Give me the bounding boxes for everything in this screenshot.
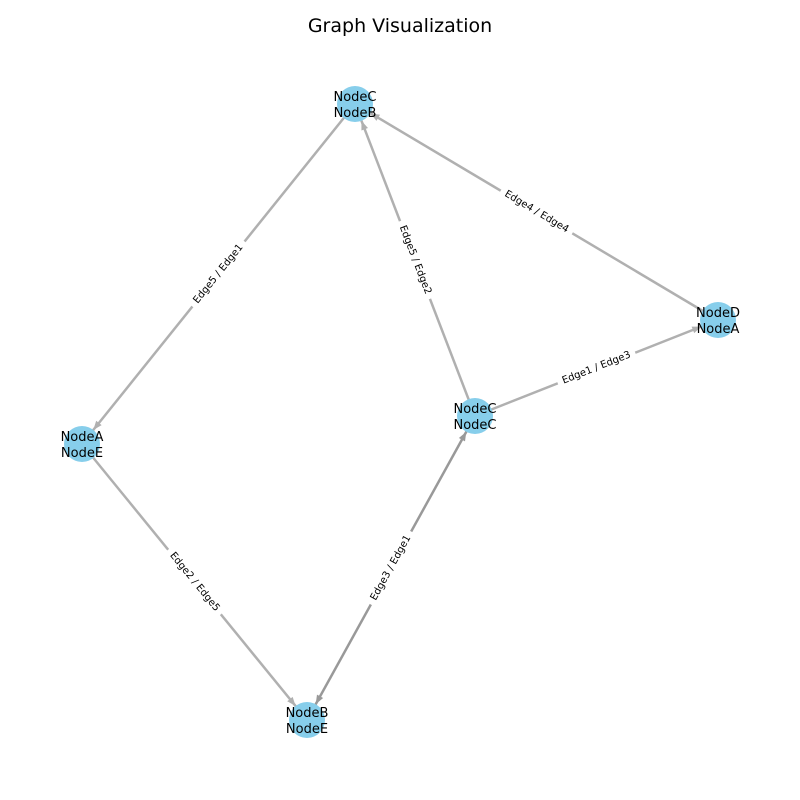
node-label: NodeC xyxy=(453,418,496,433)
edge: Edge1 / Edge3 xyxy=(474,318,719,418)
edge: Edge3 / Edge1 xyxy=(305,415,477,721)
node-label: NodeA xyxy=(61,430,104,445)
arrowhead-icon xyxy=(315,694,324,705)
node-label: NodeD xyxy=(696,306,740,321)
arrowhead-icon xyxy=(287,696,296,707)
node-circle xyxy=(337,86,373,122)
edge: Edge5 / Edge2 xyxy=(353,103,477,417)
nodes-layer: NodeCNodeBNodeDNodeANodeCNodeCNodeANodeE… xyxy=(61,86,740,738)
edges-layer: Edge5 / Edge1 Edge5 / Edge2 Edge4 / Edge4 E… xyxy=(81,102,719,721)
arrowhead-icon xyxy=(370,113,380,121)
node-label: NodeC xyxy=(333,90,376,105)
node-label: NodeA xyxy=(697,322,740,337)
arrowhead-icon xyxy=(361,120,368,131)
edge-label: Edge1 / Edge3 xyxy=(555,346,638,390)
edge-label: Edge4 / Edge4 xyxy=(497,184,576,240)
arrowhead-icon xyxy=(93,420,102,430)
edge-label-text: Edge5 / Edge2 xyxy=(397,224,433,296)
node-circle xyxy=(457,398,493,434)
edge-label-text: Edge4 / Edge4 xyxy=(502,189,570,236)
edge-label: Edge2 / Edge5 xyxy=(162,545,227,619)
node-circle xyxy=(289,702,325,738)
node-label: NodeC xyxy=(453,402,496,417)
edge: Edge5 / Edge1 xyxy=(81,103,356,445)
node-label: NodeE xyxy=(61,446,103,461)
edge: Edge2 / Edge5 xyxy=(81,443,308,721)
node-label: NodeE xyxy=(286,722,328,737)
graph-title: Graph Visualization xyxy=(308,15,492,37)
node-circle xyxy=(700,302,736,338)
node-circle xyxy=(64,426,100,462)
edge-label-text: Edge5 / Edge1 xyxy=(191,242,245,306)
edge-label: Edge5 / Edge2 xyxy=(393,218,437,302)
arrowhead-icon xyxy=(458,431,467,442)
edge-label: Edge3 / Edge1 xyxy=(364,528,418,608)
edge-label-text: Edge3 / Edge1 xyxy=(369,533,414,602)
edge-label-text: Edge2 / Edge5 xyxy=(167,550,222,613)
node-label: NodeB xyxy=(334,106,377,121)
edge: Edge4 / Edge4 xyxy=(354,102,719,322)
edge-label: Edge5 / Edge1 xyxy=(186,237,251,311)
node-label: NodeB xyxy=(286,706,329,721)
edge-label-text: Edge1 / Edge3 xyxy=(561,350,633,387)
arrowhead-icon xyxy=(691,326,702,334)
